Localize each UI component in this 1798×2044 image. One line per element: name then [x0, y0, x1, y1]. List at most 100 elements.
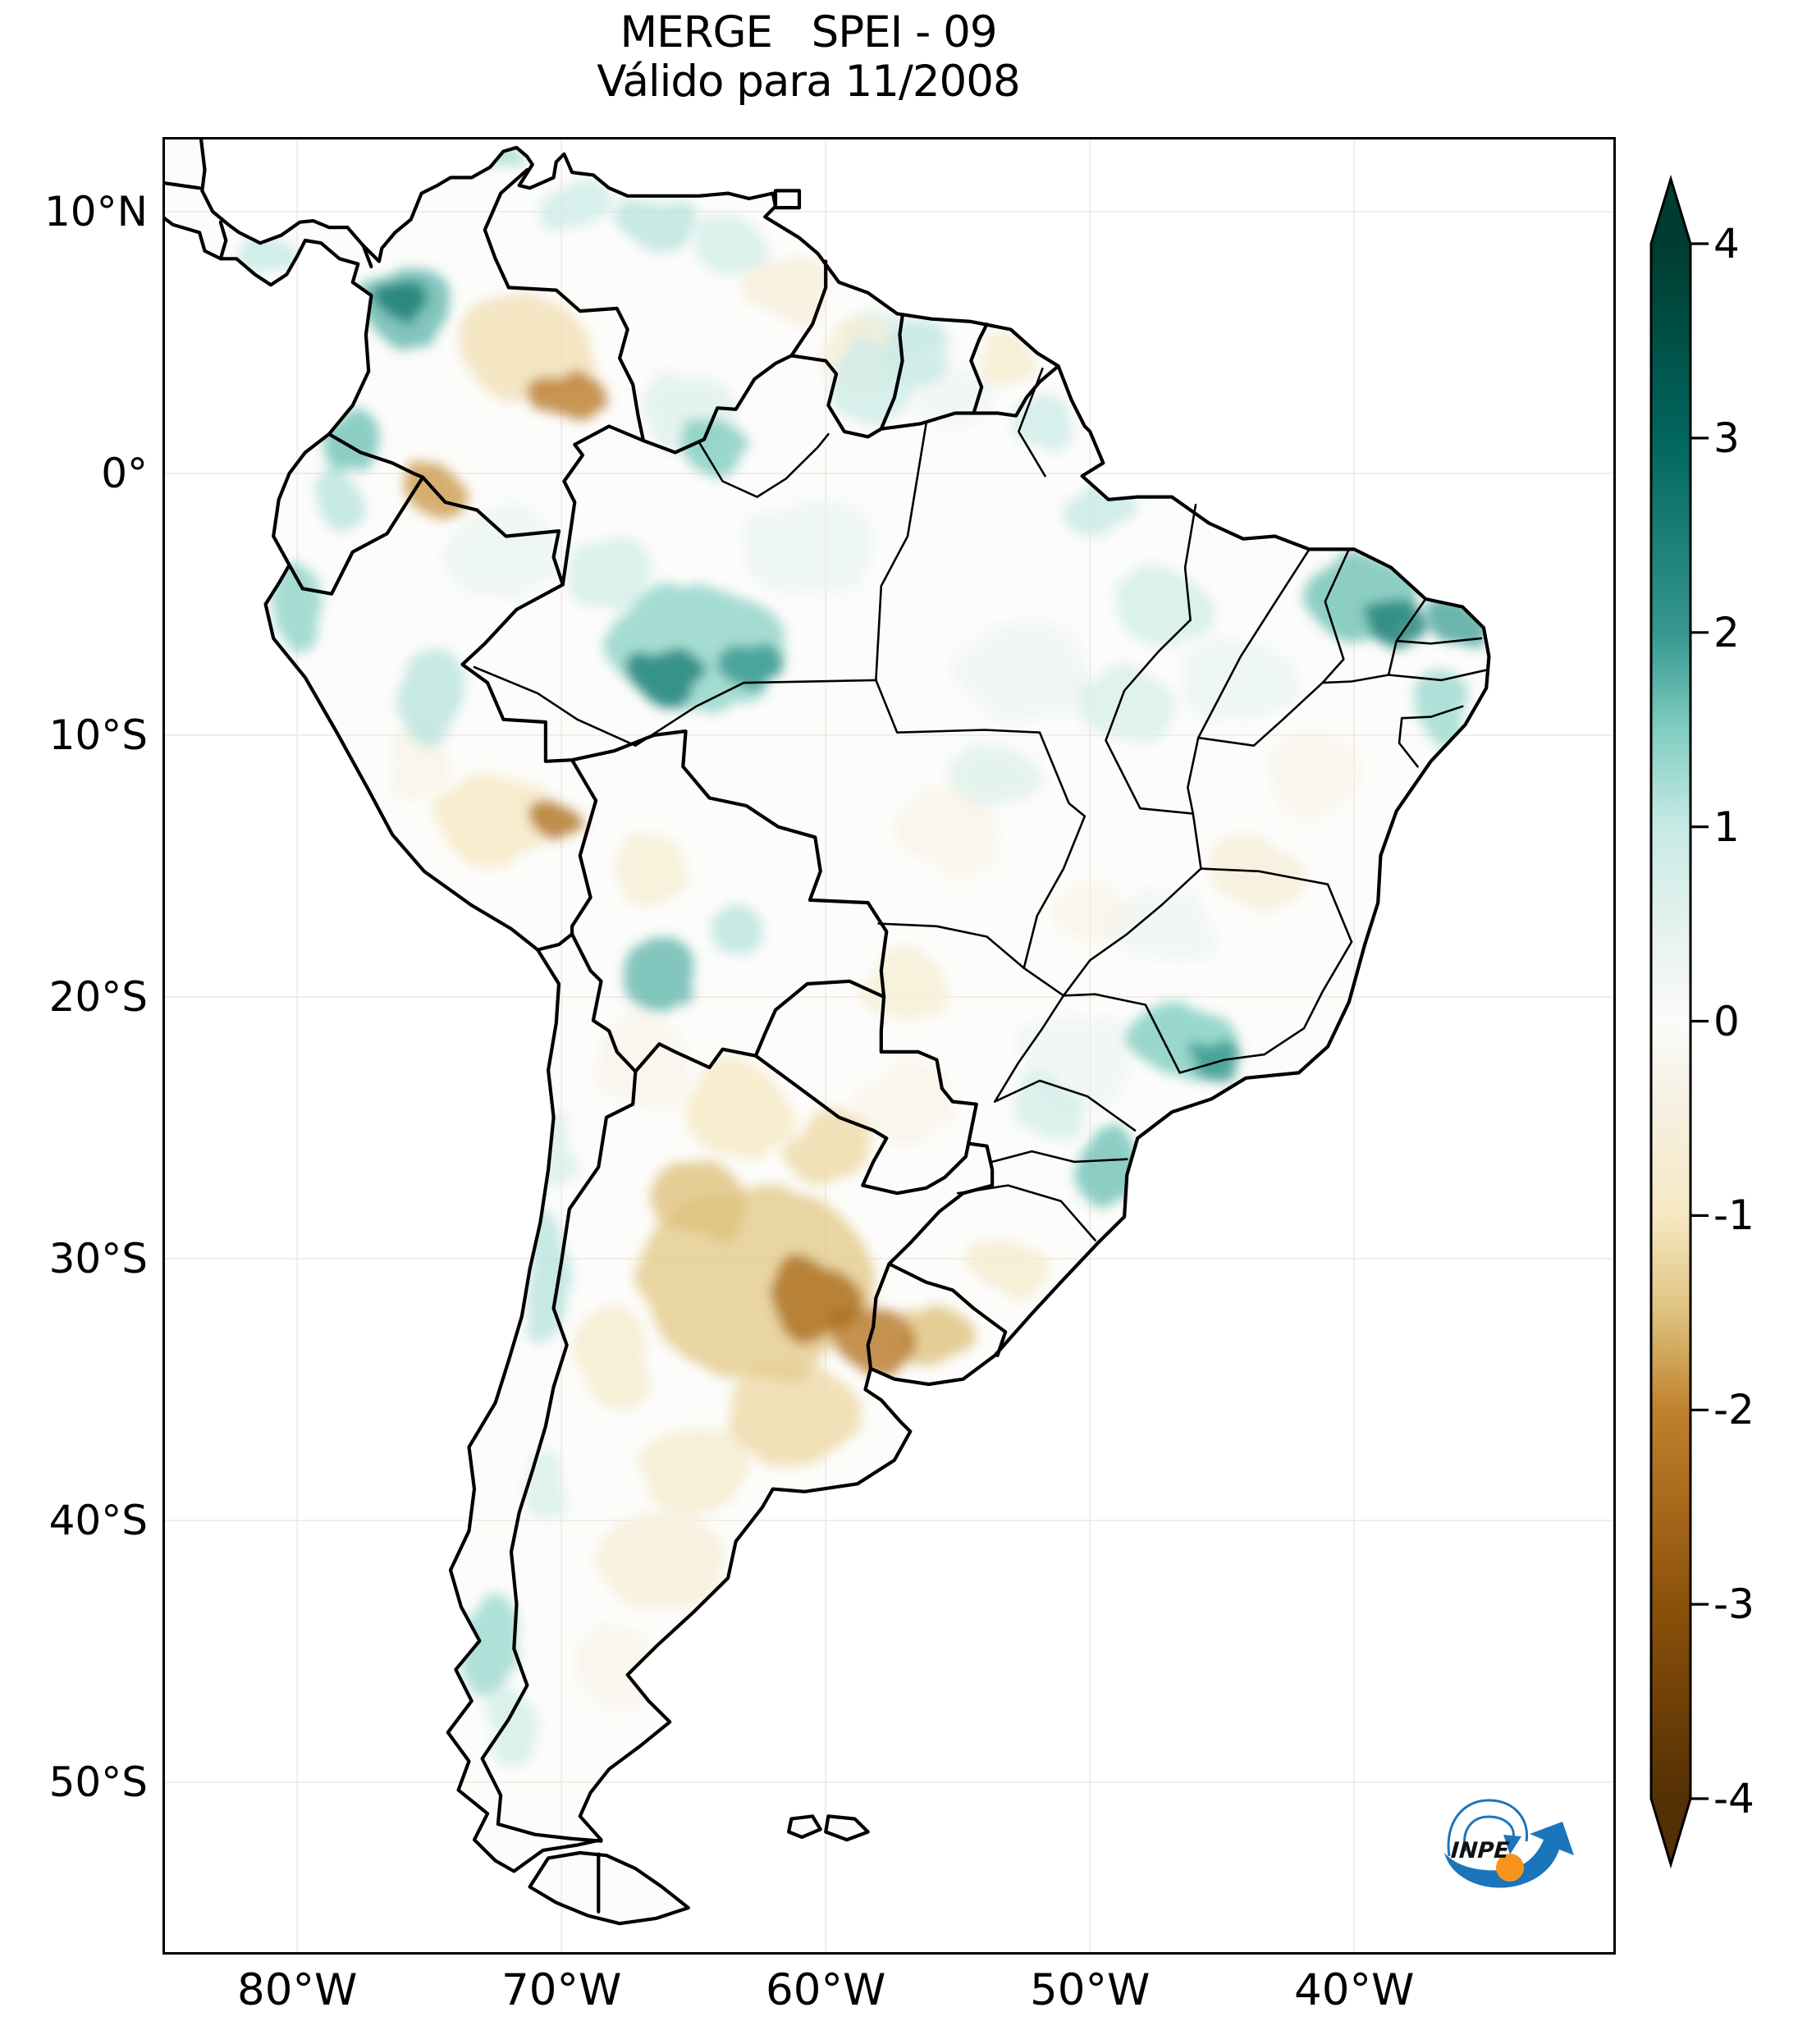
spei-anomaly-blob — [698, 219, 762, 277]
spei-anomaly-blob — [683, 421, 747, 473]
state-border-line — [1200, 867, 1353, 944]
country-border-line — [879, 411, 976, 431]
spei-anomaly-blob — [1417, 670, 1471, 743]
coastline — [160, 135, 1491, 1926]
lon-tick-label: 70°W — [501, 1965, 622, 2015]
lat-tick-label: 40°S — [48, 1496, 148, 1544]
spei-anomaly-blob — [743, 502, 881, 602]
island-coast — [773, 189, 802, 210]
country-border-line — [560, 424, 646, 587]
lat-tick-label: 0° — [101, 449, 148, 497]
state-border-line — [1183, 503, 1197, 621]
country-border-line — [218, 220, 228, 261]
spei-anomaly-blob — [538, 1109, 575, 1194]
state-border-line — [1105, 619, 1195, 815]
spei-anomaly-blob — [780, 1109, 876, 1183]
colorbar-gradient-bar — [1649, 174, 1692, 1869]
spei-anomaly-blob — [1187, 1036, 1241, 1078]
country-border-line — [570, 729, 889, 999]
country-border-line — [480, 1069, 638, 1843]
lat-tick-label: 20°S — [48, 972, 148, 1021]
country-borders — [160, 167, 1060, 1914]
spei-anomaly-blob — [442, 505, 559, 599]
spei-anomaly-blob — [1111, 884, 1212, 963]
spei-anomaly-blob — [717, 638, 781, 686]
state-border-line — [1038, 731, 1087, 818]
country-border-line — [879, 314, 904, 431]
spei-anomaly-blob — [538, 806, 580, 843]
state-border-line — [634, 679, 877, 747]
colorbar-tick-marks — [1690, 242, 1709, 1800]
spei-anomaly-blob — [564, 533, 654, 612]
figure-subtitle: Válido para 11/2008 — [597, 57, 1020, 107]
figure-title: MERGE SPEI - 09 — [620, 7, 997, 57]
country-border-line — [887, 1141, 995, 1266]
colorbar-tick-label: -2 — [1713, 1386, 1755, 1434]
spei-anomaly-blob — [236, 235, 295, 277]
spei-anomaly-blob — [397, 648, 472, 748]
spei-anomaly-blob — [826, 342, 905, 422]
spei-anomaly-blob — [611, 837, 691, 906]
country-border-line — [570, 758, 598, 936]
spei-anomaly-blob — [960, 620, 1087, 720]
state-border-line — [994, 1079, 1137, 1132]
country-border-line — [866, 1262, 891, 1370]
state-border-line — [1187, 736, 1202, 870]
state-border-line — [473, 665, 637, 747]
spei-anomaly-blob — [622, 195, 702, 249]
spei-anomaly-blob — [897, 790, 998, 869]
spei-anomaly-blob — [1119, 573, 1210, 647]
spei-anomaly-blob — [1010, 1081, 1080, 1133]
island-coast — [824, 1814, 870, 1842]
spei-anomaly-blob — [743, 250, 834, 319]
state-border-line — [1196, 681, 1324, 747]
country-border-line — [570, 932, 638, 1073]
lat-tick-label: 10°S — [48, 711, 148, 759]
state-border-line — [1321, 668, 1489, 684]
spei-anomaly-blob — [651, 1159, 742, 1238]
state-border-line — [875, 423, 927, 682]
country-border-line — [483, 167, 646, 443]
spei-anomaly-blob — [952, 745, 1037, 809]
inpe-logo-swirl-outer-arc — [1447, 1799, 1529, 1857]
country-border-line — [536, 932, 574, 952]
state-border-line — [698, 432, 830, 498]
island-coast — [528, 1850, 690, 1926]
inpe-logo-orange-ball — [1496, 1854, 1524, 1882]
country-border-line — [789, 354, 883, 439]
state-border-line — [994, 995, 1065, 1103]
map-area — [160, 135, 1616, 1955]
spei-anomaly-blob — [1179, 635, 1291, 730]
state-border-line — [1196, 548, 1311, 739]
spei-anomaly-blob — [1021, 395, 1074, 458]
south-america-map — [160, 135, 1616, 1955]
spei-anomaly-blob — [1077, 1119, 1135, 1209]
spei-anomaly-blob — [884, 318, 953, 382]
lon-tick-label: 40°W — [1294, 1965, 1415, 2015]
island-coast — [787, 1814, 822, 1839]
land-polygon — [529, 1853, 689, 1924]
inpe-logo-small-arrowhead — [1503, 1835, 1521, 1854]
spei-anomaly-blob — [1214, 839, 1299, 908]
country-border-line — [460, 583, 574, 763]
country-border-line — [879, 995, 978, 1145]
spei-anomaly-blob — [382, 279, 430, 322]
colorbar-tick-label: 4 — [1713, 220, 1740, 268]
spei-anomaly-blob — [529, 182, 620, 231]
colorbar-tick-label: 0 — [1713, 997, 1740, 1045]
inpe-logo-text: INPE — [1449, 1838, 1510, 1863]
map-frame — [162, 137, 1616, 1955]
mainland-coast — [160, 135, 1491, 1873]
state-border-line — [877, 922, 1065, 997]
spei-anomaly-blob — [592, 1017, 689, 1107]
spei-anomaly-blob — [1266, 732, 1362, 816]
state-border-line — [1023, 815, 1087, 970]
lon-tick-label: 80°W — [237, 1965, 358, 2015]
country-border-line — [753, 1054, 971, 1196]
spei-anomaly-blob — [976, 337, 1035, 385]
colorbar-tick-label: 1 — [1713, 803, 1740, 851]
colorbar-tick-label: 3 — [1713, 414, 1740, 462]
state-border-line — [1395, 637, 1483, 645]
lat-tick-label: 30°S — [48, 1234, 148, 1283]
